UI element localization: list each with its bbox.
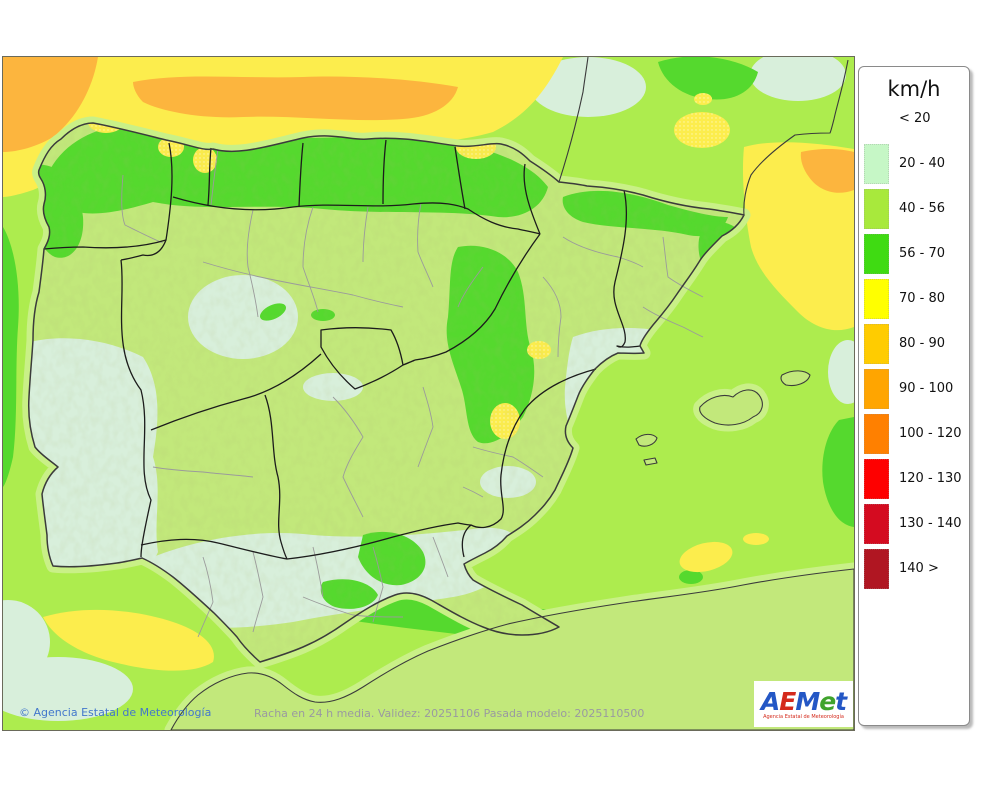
legend-label: 130 - 140 bbox=[899, 516, 962, 531]
logo-letter: e bbox=[819, 686, 836, 716]
legend-swatch bbox=[864, 413, 889, 454]
legend-swatch bbox=[864, 368, 889, 409]
legend-swatch bbox=[864, 233, 889, 274]
sea-gust-bands bbox=[3, 57, 854, 671]
model-run-info: Racha en 24 h media. Validez: 20251106 P… bbox=[254, 707, 645, 720]
coastlines bbox=[28, 57, 854, 730]
legend-label: < 20 bbox=[899, 110, 931, 126]
legend-row: 140 > bbox=[859, 546, 969, 591]
legend-swatch bbox=[864, 278, 889, 319]
legend-row: 70 - 80 bbox=[859, 276, 969, 321]
logo-letter: E bbox=[779, 686, 796, 716]
copyright-text: © Agencia Estatal de Meteorología bbox=[19, 706, 212, 719]
legend-row: 90 - 100 bbox=[859, 366, 969, 411]
legend-label: 120 - 130 bbox=[899, 471, 962, 486]
legend-swatch bbox=[864, 548, 889, 589]
aemet-logo: AEMet Agencia Estatal de Meteorología bbox=[754, 681, 853, 727]
legend-row: 120 - 130 bbox=[859, 456, 969, 501]
legend-label: 90 - 100 bbox=[899, 381, 954, 396]
legend-label: 140 > bbox=[899, 561, 939, 576]
legend-swatch bbox=[864, 458, 889, 499]
legend-title: km/h bbox=[887, 77, 941, 101]
legend-label: 100 - 120 bbox=[899, 426, 962, 441]
legend-label: 20 - 40 bbox=[899, 156, 946, 171]
aemet-logo-tagline: Agencia Estatal de Meteorología bbox=[763, 713, 844, 720]
legend-row: < 20 bbox=[859, 103, 969, 133]
legend-label: 40 - 56 bbox=[899, 201, 946, 216]
aemet-logo-letters: AEMet bbox=[760, 686, 847, 716]
logo-letter: t bbox=[835, 686, 847, 716]
legend-swatch bbox=[864, 323, 889, 364]
legend-label: 56 - 70 bbox=[899, 246, 946, 261]
legend-row: 80 - 90 bbox=[859, 321, 969, 366]
legend-entries: < 20 20 - 40 40 - 56 56 - 70 70 - 80 80 - 90 9… bbox=[859, 103, 969, 591]
region-borders bbox=[43, 139, 641, 560]
legend-row: 40 - 56 bbox=[859, 186, 969, 231]
logo-letter: A bbox=[760, 686, 780, 716]
spain-wind-map-canvas bbox=[3, 57, 854, 730]
legend-row: 100 - 120 bbox=[859, 411, 969, 456]
legend-swatch bbox=[864, 503, 889, 544]
legend-panel: km/h < 20 20 - 40 40 - 56 56 - 70 70 - 80 80 … bbox=[858, 66, 970, 726]
logo-letter: M bbox=[795, 686, 820, 716]
legend-swatch bbox=[864, 143, 889, 184]
legend-label: 70 - 80 bbox=[899, 291, 946, 306]
wind-gust-map: © Agencia Estatal de Meteorología Racha … bbox=[2, 56, 855, 731]
legend-row: 56 - 70 bbox=[859, 231, 969, 276]
province-borders bbox=[121, 148, 704, 638]
legend-label: 80 - 90 bbox=[899, 336, 946, 351]
legend-swatch bbox=[864, 188, 889, 229]
legend-row: 130 - 140 bbox=[859, 501, 969, 546]
legend-row: 20 - 40 bbox=[859, 141, 969, 186]
